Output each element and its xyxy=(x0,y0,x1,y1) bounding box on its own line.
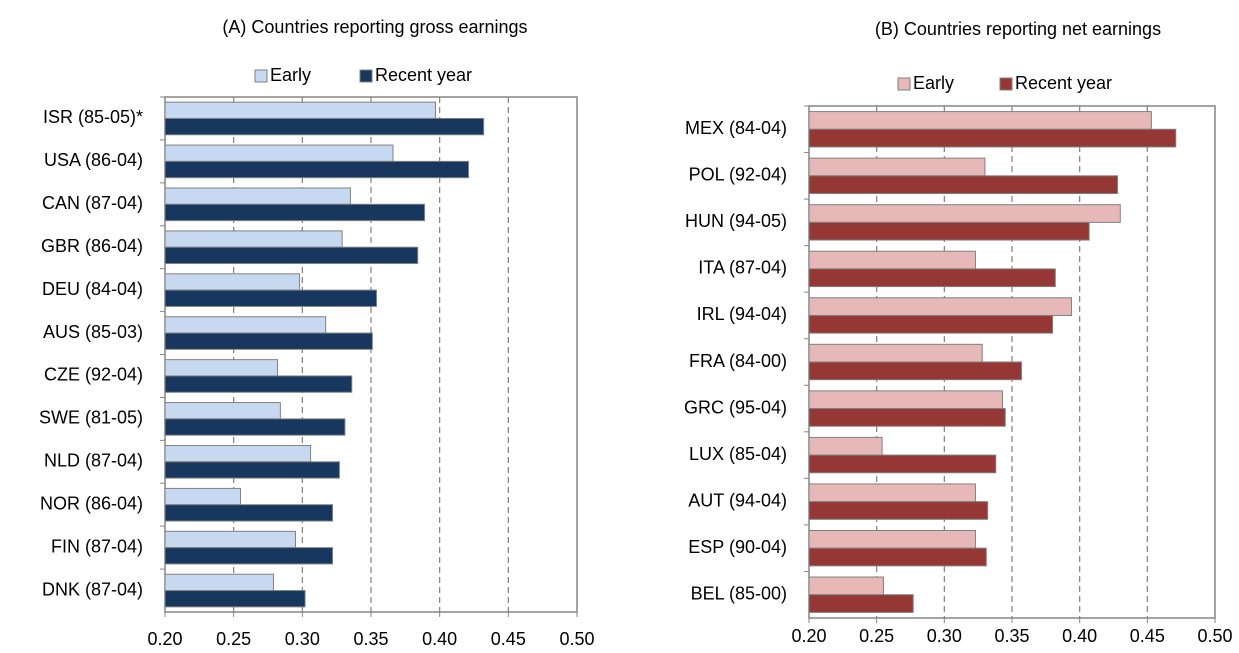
bar xyxy=(808,221,1090,241)
x-tick-label: 0.45 xyxy=(1130,626,1165,646)
y-tick-label: CAN (87-04) xyxy=(42,193,143,213)
y-tick-label: ISR (85-05)* xyxy=(43,107,143,127)
bar xyxy=(164,332,373,350)
bar xyxy=(164,590,306,608)
legend-label: Early xyxy=(913,73,954,93)
bar xyxy=(164,402,281,420)
y-tick-label: DEU (84-04) xyxy=(42,279,143,299)
legend-label: Recent year xyxy=(375,65,472,85)
bar xyxy=(808,408,1006,427)
legend-swatch xyxy=(359,69,373,83)
y-tick-label: FIN (87-04) xyxy=(51,536,143,556)
y-tick-label: GBR (86-04) xyxy=(41,236,143,256)
bar xyxy=(164,230,343,248)
y-tick-label: GRC (95-04) xyxy=(684,397,787,417)
x-tick-label: 0.25 xyxy=(216,629,251,649)
y-tick-label: NLD (87-04) xyxy=(44,451,143,471)
bar xyxy=(808,547,987,567)
bar xyxy=(808,314,1054,334)
x-tick-label: 0.40 xyxy=(1062,626,1097,646)
bar xyxy=(164,187,351,205)
bar xyxy=(164,487,242,506)
bar xyxy=(808,268,1056,288)
x-tick-label: 0.50 xyxy=(1197,626,1232,646)
legend-label: Recent year xyxy=(1015,73,1112,93)
bar xyxy=(808,250,976,270)
bar xyxy=(164,375,353,393)
bar xyxy=(808,297,1073,316)
x-tick-label: 0.45 xyxy=(491,629,526,649)
y-tick-label: AUT (94-04) xyxy=(688,490,787,510)
y-tick-label: MEX (84-04) xyxy=(685,118,787,138)
x-tick-label: 0.20 xyxy=(147,629,182,649)
y-tick-label: SWE (81-05) xyxy=(39,408,143,428)
bar xyxy=(164,289,377,307)
y-tick-label: POL (92-04) xyxy=(689,165,787,185)
chart-title: (A) Countries reporting gross earnings xyxy=(222,17,527,37)
bar xyxy=(164,573,274,592)
y-tick-label: USA (86-04) xyxy=(44,150,143,170)
bar xyxy=(164,246,419,265)
chart-title: (B) Countries reporting net earnings xyxy=(875,19,1161,39)
y-tick-label: LUX (85-04) xyxy=(689,444,787,464)
x-tick-label: 0.40 xyxy=(422,629,457,649)
x-tick-label: 0.35 xyxy=(353,629,388,649)
bar xyxy=(164,316,327,334)
y-tick-label: ESP (90-04) xyxy=(688,537,787,557)
legend-label: Early xyxy=(270,65,311,85)
x-tick-label: 0.30 xyxy=(927,626,962,646)
bar xyxy=(164,444,312,463)
bar xyxy=(164,273,301,291)
x-tick-label: 0.50 xyxy=(559,629,594,649)
y-tick-label: AUS (85-03) xyxy=(43,322,143,342)
bar xyxy=(808,128,1177,148)
bar xyxy=(808,157,986,177)
y-tick-label: HUN (94-05) xyxy=(685,211,787,231)
bar xyxy=(164,203,426,222)
bar xyxy=(164,144,394,162)
legend-swatch xyxy=(897,77,911,91)
bar xyxy=(164,530,296,549)
y-tick-label: DNK (87-04) xyxy=(42,579,143,599)
x-tick-label: 0.30 xyxy=(285,629,320,649)
x-tick-label: 0.35 xyxy=(994,626,1029,646)
bar xyxy=(808,204,1121,223)
x-tick-label: 0.25 xyxy=(859,626,894,646)
bar xyxy=(808,343,983,363)
y-tick-label: IRL (94-04) xyxy=(697,304,787,324)
y-tick-label: FRA (84-00) xyxy=(689,351,787,371)
bar xyxy=(808,111,1152,130)
bar xyxy=(808,454,997,474)
bar xyxy=(164,117,485,136)
bar xyxy=(808,594,914,613)
bar xyxy=(164,418,346,436)
bar xyxy=(164,504,334,522)
bar xyxy=(808,576,884,596)
bar xyxy=(808,529,976,549)
legend-swatch xyxy=(999,77,1013,91)
bar xyxy=(808,483,976,503)
bar xyxy=(808,175,1119,195)
bar xyxy=(808,501,989,520)
bar xyxy=(808,361,1022,381)
bar xyxy=(164,160,470,179)
y-tick-label: BEL (85-00) xyxy=(691,583,787,603)
bar xyxy=(808,436,883,456)
bar xyxy=(164,547,334,565)
y-tick-label: CZE (92-04) xyxy=(44,365,143,385)
bar xyxy=(164,101,437,119)
bar xyxy=(808,390,1004,410)
bar xyxy=(164,461,340,479)
x-tick-label: 0.20 xyxy=(791,626,826,646)
legend-swatch xyxy=(254,69,268,83)
bar xyxy=(164,359,279,377)
y-tick-label: NOR (86-04) xyxy=(40,493,143,513)
y-tick-label: ITA (87-04) xyxy=(698,258,787,278)
